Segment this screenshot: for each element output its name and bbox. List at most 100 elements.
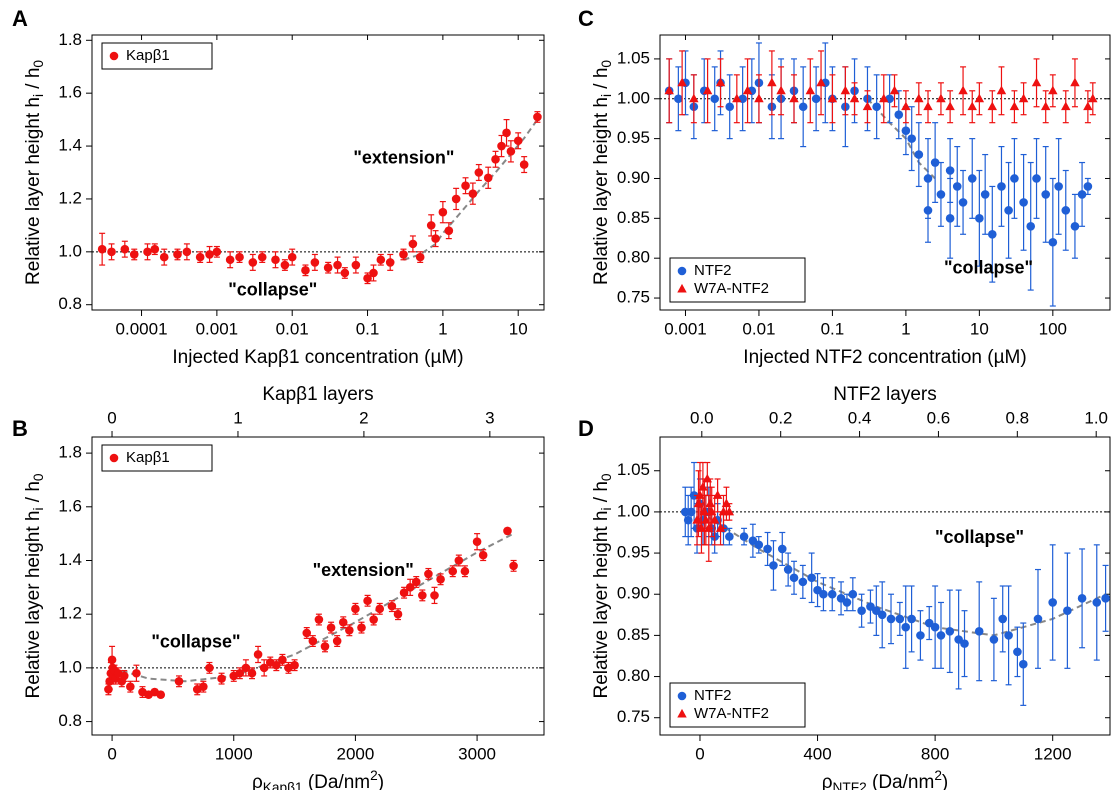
y-tick-label: 1.2 (58, 604, 82, 623)
point (278, 655, 287, 665)
x-tick-label: 10 (509, 319, 528, 338)
x2-axis-label: NTF2 layers (833, 384, 936, 405)
point (1048, 598, 1057, 607)
x-tick-label: 0.001 (664, 319, 707, 338)
triangle-point (1061, 101, 1071, 111)
point (280, 260, 290, 270)
triangle-point (923, 101, 933, 111)
point (1018, 659, 1028, 669)
y-tick-label: 1.6 (58, 83, 82, 102)
point (725, 102, 735, 112)
point (217, 674, 226, 683)
legend-label: W7A-NTF2 (694, 705, 769, 722)
triangle-point (1040, 101, 1051, 111)
x2-tick-label: 1.0 (1084, 408, 1108, 427)
point (212, 247, 222, 257)
point (975, 214, 984, 223)
triangle-point (698, 482, 708, 491)
y-tick-label: 1.8 (58, 30, 82, 49)
y-tick-label: 0.90 (617, 168, 650, 187)
point (253, 650, 263, 659)
point (448, 566, 458, 576)
point (1004, 206, 1013, 215)
label-part: Relative layer height h (591, 97, 612, 285)
point (763, 544, 772, 554)
x2-tick-label: 1 (233, 408, 242, 427)
point (461, 181, 470, 191)
point (980, 190, 990, 199)
x2-tick-label: 0.6 (927, 408, 951, 427)
legend-box (101, 444, 213, 472)
label-part: ρ (822, 772, 833, 790)
triangle-point (724, 506, 735, 516)
triangle-point (712, 490, 723, 499)
point (769, 561, 778, 570)
label-part: Relative layer height h (23, 511, 44, 699)
point (323, 263, 333, 272)
point (807, 573, 816, 583)
point (1041, 190, 1051, 199)
x-tick-label: 1 (438, 319, 447, 338)
point (1048, 237, 1058, 247)
point (320, 642, 330, 651)
triangle-point (1018, 93, 1029, 103)
x2-tick-label: 0.0 (690, 408, 714, 427)
y-tick-label: 0.85 (617, 625, 650, 644)
triangle-point (693, 498, 704, 508)
y-axis-label: Relative layer height hi / h0 (23, 473, 46, 698)
point (340, 268, 350, 278)
x2-tick-label: 0.2 (769, 408, 793, 427)
point (1077, 190, 1087, 199)
point (1010, 174, 1019, 183)
annotation: "extension" (313, 560, 414, 580)
y-tick-label: 0.85 (617, 208, 650, 227)
point (272, 660, 281, 670)
point (533, 112, 542, 122)
point (930, 158, 940, 167)
triangle-point (914, 93, 924, 103)
point (369, 615, 378, 624)
x-tick-label: 400 (803, 744, 831, 763)
point (338, 617, 348, 627)
annotation: "collapse" (935, 527, 1024, 547)
y-tick-label: 1.4 (58, 550, 82, 569)
point (132, 668, 141, 678)
point (936, 190, 946, 199)
label-part: NTF2 layers (833, 384, 936, 405)
point (842, 598, 852, 607)
panel-label: C (578, 6, 594, 31)
point (895, 614, 905, 624)
y-tick-label: 0.90 (617, 584, 650, 603)
y-tick-label: 0.80 (617, 248, 650, 267)
point (310, 258, 320, 267)
triangle-point (695, 490, 705, 499)
y-tick-label: 1.0 (58, 241, 82, 260)
point (674, 94, 683, 104)
panel-label: B (12, 416, 28, 441)
point (156, 690, 166, 700)
point (173, 250, 182, 259)
label-part: / h (23, 481, 44, 507)
label-part: Injected NTF2 concentration (µM) (743, 347, 1026, 368)
triangle-point (754, 93, 764, 103)
point (798, 102, 808, 112)
point (438, 207, 448, 217)
triangle-point (945, 101, 955, 111)
x-axis-label: ρNTF2 (Da/nm2) (822, 768, 949, 790)
triangle-point (840, 85, 851, 95)
point (974, 626, 984, 636)
point (819, 589, 828, 599)
legend-marker (109, 453, 119, 463)
triangle-point (689, 93, 699, 103)
point (205, 663, 214, 673)
point (945, 626, 955, 636)
point (1032, 174, 1041, 183)
triangle-point (1070, 77, 1080, 87)
point (387, 601, 397, 611)
point (376, 255, 386, 265)
point (1101, 594, 1110, 603)
point (290, 660, 299, 670)
y-axis-label: Relative layer height hi / h0 (591, 473, 614, 698)
point (418, 591, 427, 600)
